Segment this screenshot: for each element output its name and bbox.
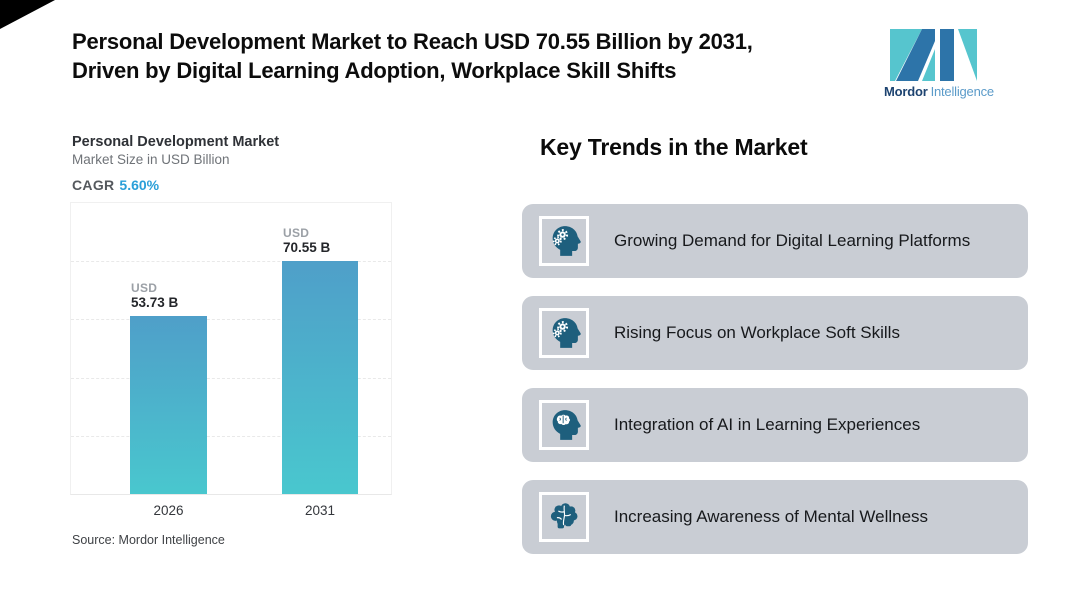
trend-label: Growing Demand for Digital Learning Plat… [614, 230, 971, 250]
head-brain-icon [552, 410, 581, 440]
gridline [71, 261, 391, 263]
bar-chart-plot: USD 53.73 B 2026 USD 70.55 B 2031 [70, 202, 392, 518]
bar-2026-value: 53.73 B [131, 295, 179, 310]
gridline [71, 377, 391, 379]
head-gears-icon [552, 318, 581, 348]
gridline [71, 319, 391, 321]
bar-2031: USD 70.55 B 2031 [282, 226, 358, 518]
trend-cards: Growing Demand for Digital Learning Plat… [522, 204, 1028, 554]
page-title-line1: Personal Development Market to Reach USD… [72, 29, 753, 54]
mordor-logo-icon [890, 29, 977, 81]
bar-2026-currency: USD [131, 281, 158, 295]
corner-accent [0, 0, 55, 29]
chart-title: Personal Development Market [72, 134, 280, 150]
trend-label: Increasing Awareness of Mental Wellness [614, 506, 929, 526]
bar-2026-fill [130, 316, 207, 494]
icon-tile [539, 492, 589, 542]
page-title: Personal Development Market to Reach USD… [72, 27, 872, 85]
bar-2031-fill [282, 261, 358, 494]
bar-2031-label: USD 70.55 B [282, 226, 330, 256]
axis-label-2026: 2026 [153, 503, 184, 518]
head-gears-icon [552, 226, 581, 256]
trend-card-ai-learning: Integration of AI in Learning Experience… [522, 388, 1028, 462]
bar-2031-currency: USD [283, 226, 310, 240]
icon-tile [539, 308, 589, 358]
mordor-intelligence-logo: Mordor Intelligence [884, 29, 994, 99]
bar-2026: USD 53.73 B 2026 [130, 281, 207, 518]
brain-icon [550, 503, 578, 529]
cagr-row: CAGR 5.60% [70, 177, 392, 193]
trend-card-digital-learning: Growing Demand for Digital Learning Plat… [522, 204, 1028, 278]
cagr-label: CAGR [72, 177, 115, 193]
axis-label-2031: 2031 [304, 503, 336, 518]
logo-brand-light: Intelligence [930, 84, 995, 99]
bar-2026-label: USD 53.73 B [130, 281, 178, 311]
page-title-line2: Driven by Digital Learning Adoption, Wor… [72, 58, 677, 83]
trend-card-mental-wellness: Increasing Awareness of Mental Wellness [522, 480, 1028, 554]
cagr-value: 5.60% [119, 177, 160, 193]
trend-label: Rising Focus on Workplace Soft Skills [614, 322, 900, 342]
bar-2031-value: 70.55 B [283, 240, 331, 255]
logo-brand-bold: Mordor [884, 84, 928, 99]
icon-tile [539, 400, 589, 450]
trend-card-soft-skills: Rising Focus on Workplace Soft Skills [522, 296, 1028, 370]
icon-tile [539, 216, 589, 266]
market-size-chart-panel: Personal Development Market Market Size … [70, 133, 392, 547]
trend-label: Integration of AI in Learning Experience… [614, 414, 921, 434]
logo-wordmark: Mordor Intelligence [884, 84, 994, 99]
gridline [71, 435, 391, 437]
source-attribution: Source: Mordor Intelligence [72, 533, 225, 547]
trends-heading: Key Trends in the Market [540, 134, 808, 160]
chart-subtitle: Market Size in USD Billion [72, 152, 230, 167]
